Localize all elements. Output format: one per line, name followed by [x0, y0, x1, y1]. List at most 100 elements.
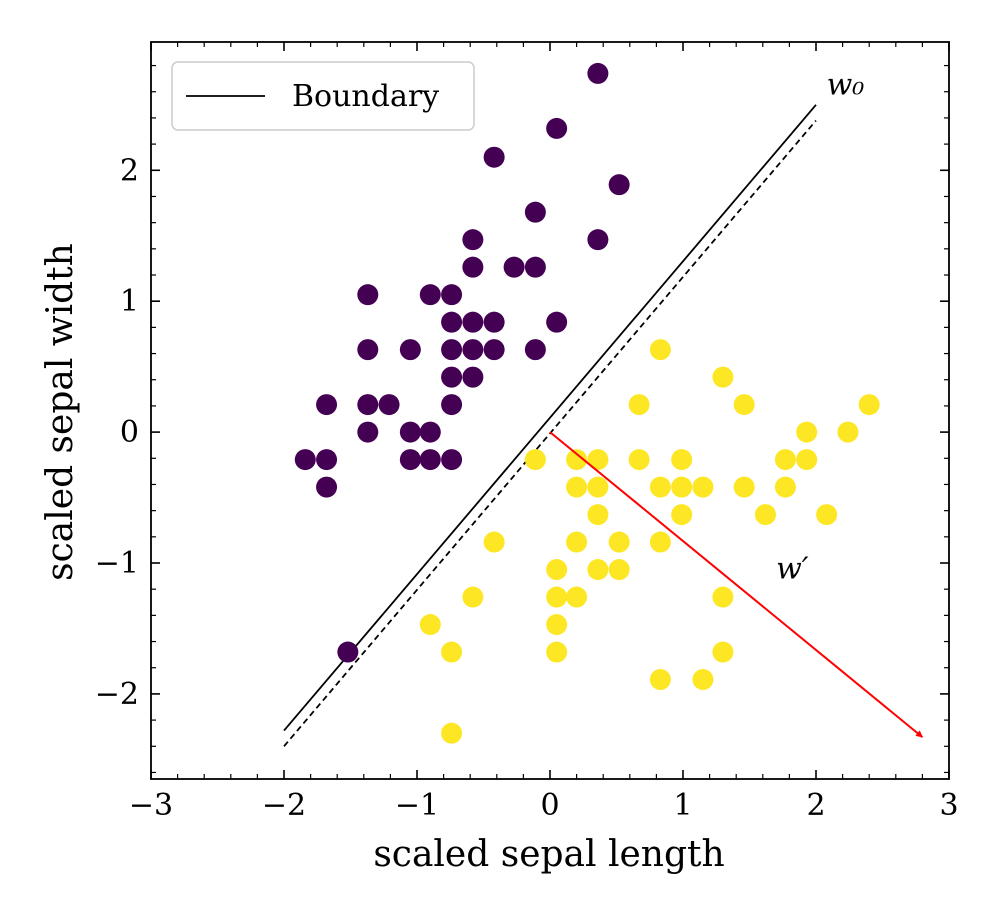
class-1-point — [462, 586, 484, 608]
y-tick-label: −1 — [95, 546, 139, 581]
class-0-point — [462, 311, 484, 333]
boundary-line — [283, 104, 817, 732]
class-0-point — [441, 394, 463, 416]
annotation-w0: w₀ — [827, 67, 865, 102]
class-0-point — [316, 394, 338, 416]
class-0-point — [316, 476, 338, 498]
class-0-point — [441, 366, 463, 388]
class-1-point — [649, 669, 671, 691]
class-1-point — [546, 586, 568, 608]
x-tick-label: 1 — [673, 788, 692, 823]
class-1-point — [524, 449, 546, 471]
y-tick-label: 2 — [120, 153, 139, 188]
class-0-point — [441, 449, 463, 471]
class-1-point — [587, 449, 609, 471]
x-axis-label: scaled sepal length — [373, 834, 724, 875]
class-1-point — [546, 614, 568, 636]
y-tick-label: −2 — [95, 677, 139, 712]
class-0-point — [441, 339, 463, 361]
axes: −3 −2 −1 0 1 2 3 −2 −1 0 1 2 — [95, 41, 959, 823]
class-1-point — [608, 559, 630, 581]
class-0-point — [462, 366, 484, 388]
class-1-point — [649, 339, 671, 361]
class-1-point — [733, 476, 755, 498]
class-0-point — [546, 311, 568, 333]
class-0-point — [316, 449, 338, 471]
class-0-point — [399, 421, 421, 443]
x-tick-label: 0 — [540, 788, 559, 823]
class-1-point — [796, 449, 818, 471]
margin-line — [283, 119, 817, 747]
class-1-point — [671, 449, 693, 471]
class-0-point — [483, 311, 505, 333]
class-1-point — [441, 722, 463, 744]
class-1-point — [712, 366, 734, 388]
class-0-point — [546, 117, 568, 139]
class-0-point — [524, 201, 546, 223]
class-0-point — [419, 421, 441, 443]
class-1-point — [587, 476, 609, 498]
weight-vector-arrow — [549, 431, 924, 738]
legend-boundary-label: Boundary — [292, 79, 439, 114]
class-1-point — [628, 449, 650, 471]
class-1-point — [587, 504, 609, 526]
class-1-point — [546, 641, 568, 663]
class-0-point — [357, 284, 379, 306]
class-0-point — [587, 229, 609, 251]
x-tick-label: −2 — [262, 788, 306, 823]
class-1-point — [441, 641, 463, 663]
class-1-point — [649, 531, 671, 553]
x-tick-label: 3 — [939, 788, 958, 823]
class-0-point — [419, 449, 441, 471]
class-1-point — [649, 476, 671, 498]
y-tick-label: 1 — [120, 284, 139, 319]
class-0-point — [587, 62, 609, 84]
class-0-point — [483, 146, 505, 168]
class-0-point — [462, 339, 484, 361]
x-tick-label: −3 — [129, 788, 173, 823]
class-1-point — [546, 559, 568, 581]
class-1-point — [671, 504, 693, 526]
class-1-point — [692, 476, 714, 498]
class-0-point — [608, 174, 630, 196]
class-1-point — [692, 669, 714, 691]
class-0-point — [337, 641, 359, 663]
class-1-point — [608, 531, 630, 553]
class-0-point — [399, 339, 421, 361]
class-0-point — [357, 421, 379, 443]
class-0-point — [399, 449, 421, 471]
class-0-point — [441, 284, 463, 306]
class-1-point — [566, 531, 588, 553]
y-tick-label: 0 — [120, 415, 139, 450]
class-0-point — [462, 256, 484, 278]
class-1-point — [566, 449, 588, 471]
class-1-point — [566, 586, 588, 608]
legend: Boundary — [171, 61, 475, 131]
class-1-point — [858, 394, 880, 416]
class-0-point — [357, 339, 379, 361]
class-0-point — [524, 339, 546, 361]
class-1-point — [712, 586, 734, 608]
class-1-point — [483, 531, 505, 553]
class-1-point — [774, 476, 796, 498]
legend-box — [171, 61, 475, 131]
class-1-point — [837, 421, 859, 443]
class-0-point — [462, 229, 484, 251]
class-0-point — [483, 339, 505, 361]
annotation-w-prime: w′ — [776, 552, 809, 587]
class-1-point — [796, 421, 818, 443]
class-1-point — [566, 476, 588, 498]
class-0-point — [524, 256, 546, 278]
x-tick-label: −1 — [395, 788, 439, 823]
class-0-point — [357, 394, 379, 416]
class-0-point — [503, 256, 525, 278]
class-1-point — [628, 394, 650, 416]
class-0-point — [441, 311, 463, 333]
class-1-point — [754, 504, 776, 526]
class-0-point — [378, 394, 400, 416]
class-1-point — [712, 641, 734, 663]
x-tick-label: 2 — [806, 788, 825, 823]
class-1-point — [671, 476, 693, 498]
class-1-point — [419, 614, 441, 636]
class-0-point — [294, 449, 316, 471]
